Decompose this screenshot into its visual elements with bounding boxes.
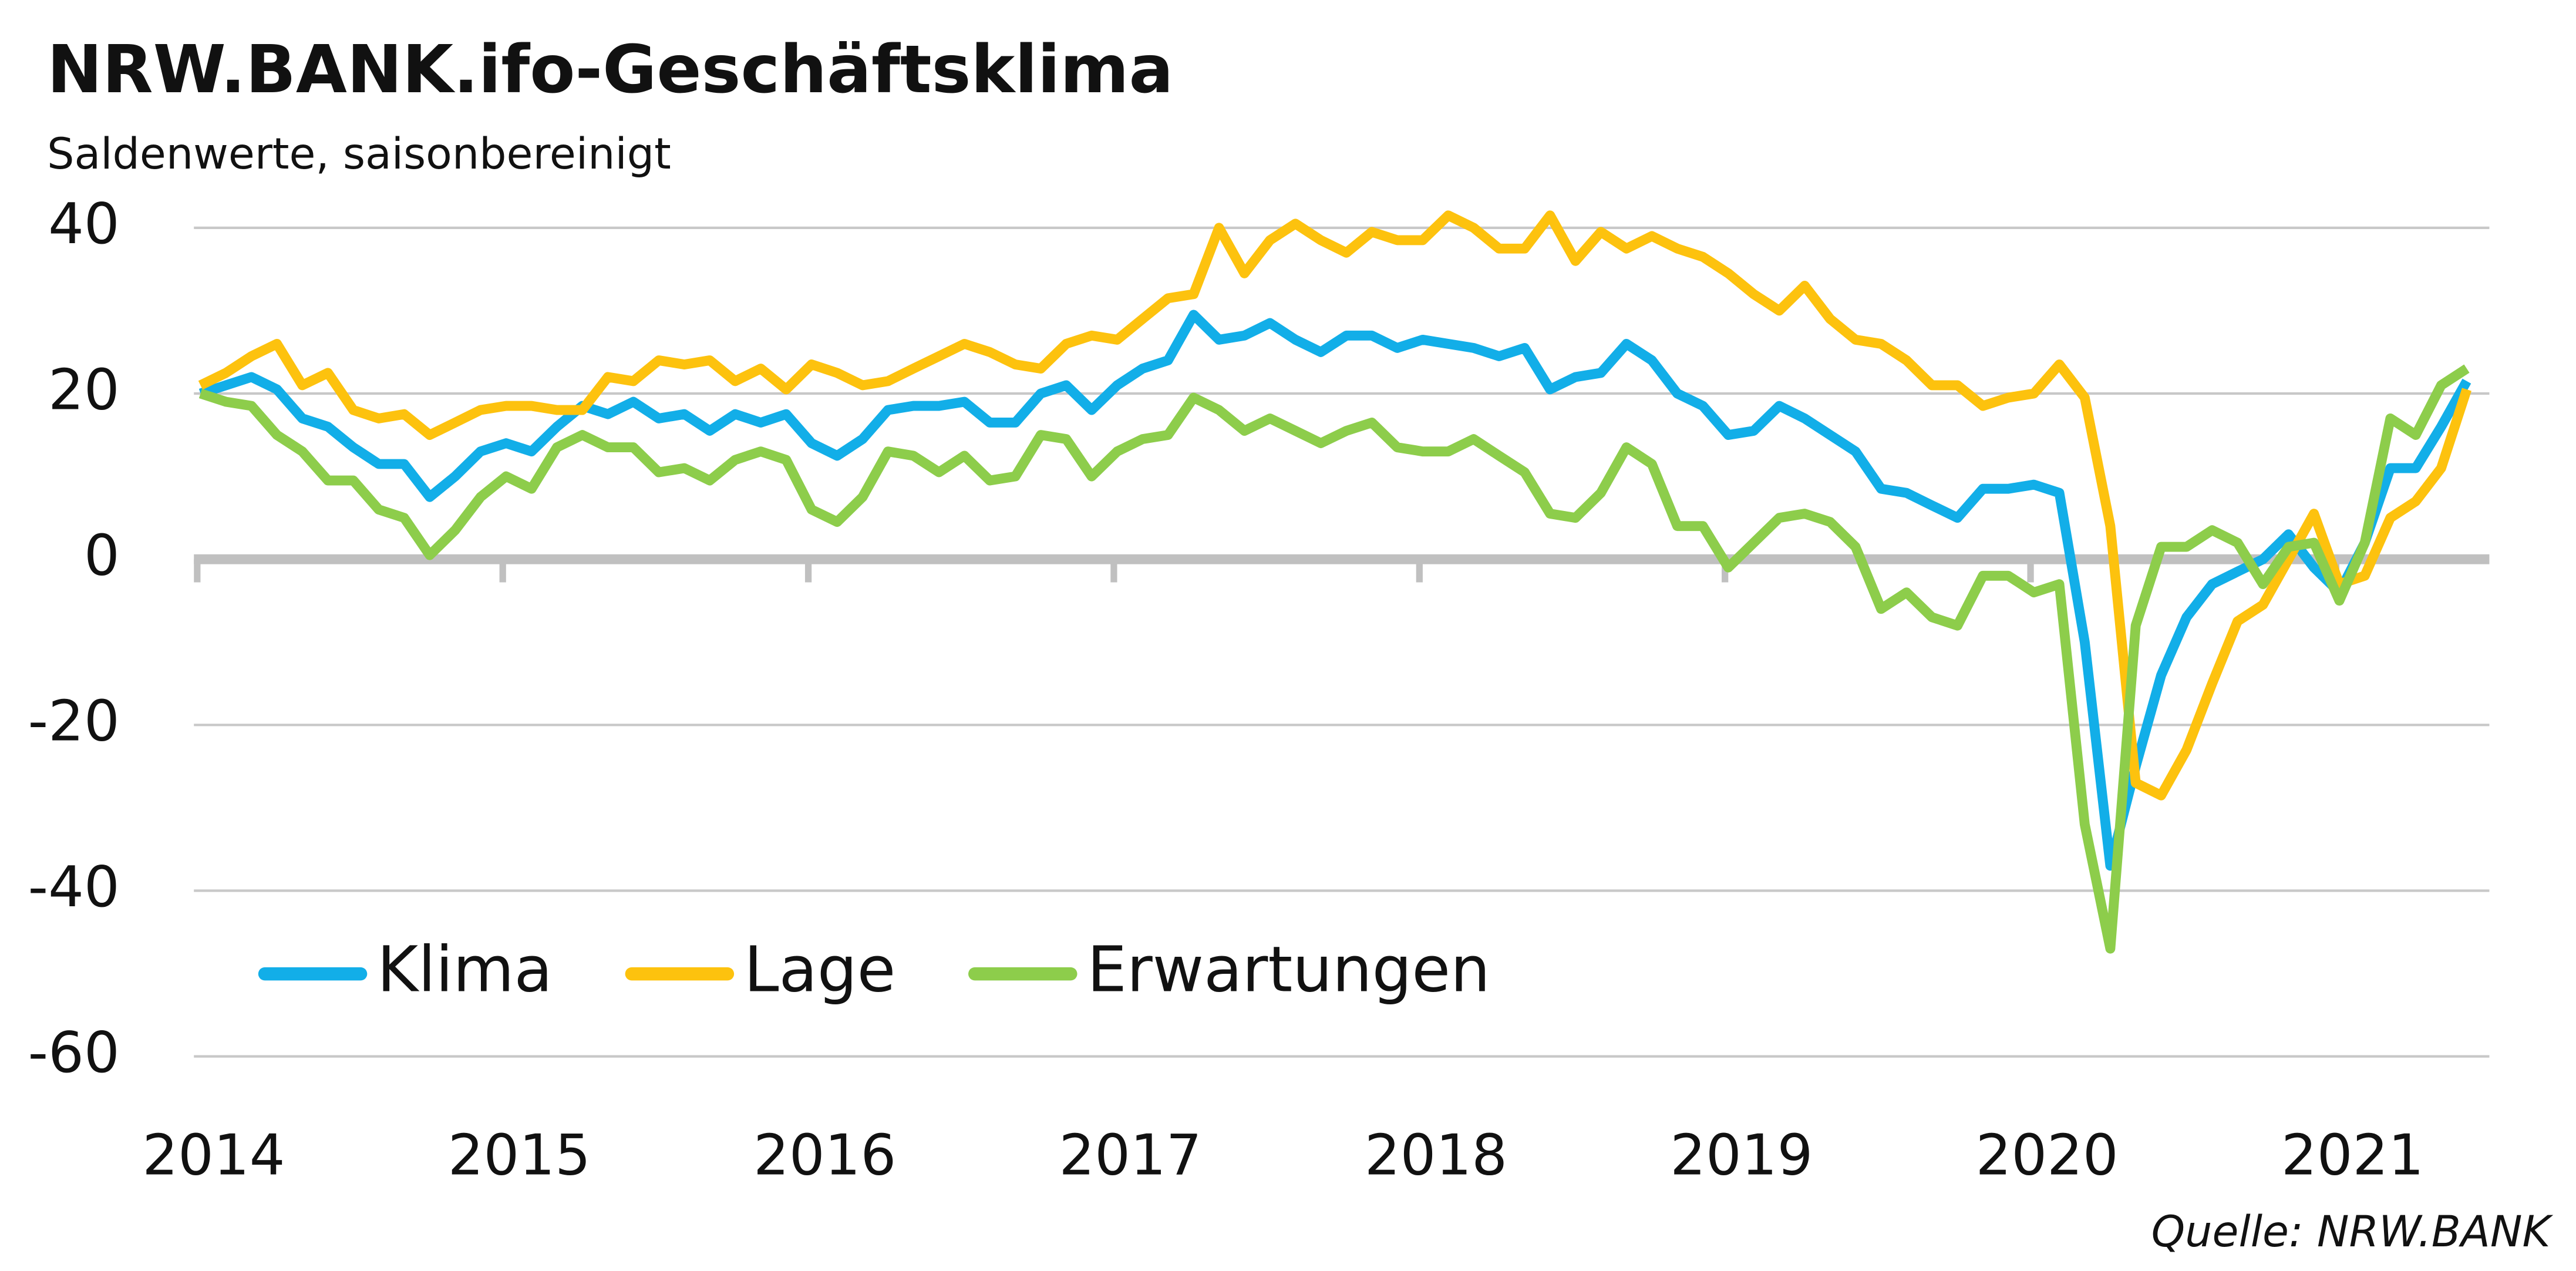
- y-tick-label: -60: [28, 1020, 120, 1085]
- line-series: [198, 364, 2470, 954]
- y-tick-label: 0: [84, 523, 120, 589]
- source: Quelle: NRW.BANK: [2151, 1207, 2554, 1257]
- x-tick-label: 2018: [1365, 1122, 1507, 1188]
- legend-label: Erwartungen: [1087, 933, 1490, 1006]
- x-tick-label: 2016: [753, 1122, 896, 1188]
- legend-label: Lage: [744, 933, 895, 1006]
- x-tick-label: 2020: [1976, 1122, 2119, 1188]
- x-tick-label: 2019: [1670, 1122, 1813, 1188]
- x-tick-label: 2014: [142, 1122, 285, 1188]
- y-tick-label: -20: [28, 688, 120, 754]
- y-tick-label: -40: [28, 854, 120, 920]
- y-tick-label: 40: [48, 191, 120, 257]
- legend-label: Klima: [377, 933, 553, 1006]
- x-tick-label: 2017: [1059, 1122, 1201, 1188]
- line-series: [198, 210, 2471, 801]
- chart-title: NRW.BANK.ifo-Geschäftsklima: [47, 31, 1173, 108]
- y-tick-label: 20: [48, 357, 120, 422]
- x-tick-label: 2015: [448, 1122, 591, 1188]
- chart-subtitle: Saldenwerte, saisonbereinigt: [47, 129, 671, 179]
- x-tick-label: 2021: [2281, 1122, 2424, 1188]
